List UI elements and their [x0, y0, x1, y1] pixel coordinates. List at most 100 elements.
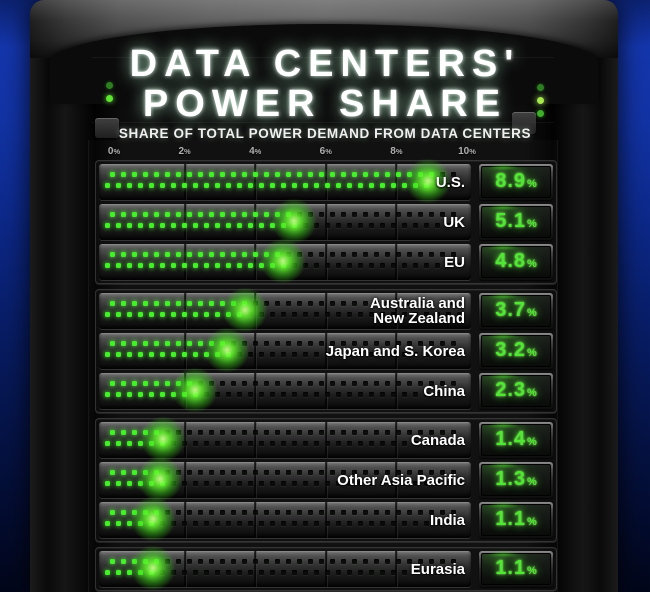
led-dot-off [303, 441, 308, 446]
led-dot-off [259, 352, 264, 357]
led-dot-lit [204, 352, 209, 357]
led-dot-lit [176, 172, 181, 177]
led-dot-lit [121, 510, 126, 515]
led-dot-off [209, 470, 214, 475]
led-dot-off [451, 252, 456, 257]
led-dot-off [341, 470, 346, 475]
led-dot-lit [286, 172, 291, 177]
led-dot-off [171, 441, 176, 446]
led-dot-lit [281, 183, 286, 188]
led-dot-off [446, 263, 451, 268]
bar-row: China 2.3% [99, 367, 553, 413]
led-dot-off [281, 521, 286, 526]
led-dot-off [363, 470, 368, 475]
gridline [254, 551, 258, 587]
bar-label: Japan and S. Korea [325, 342, 465, 360]
led-dot-lit [308, 172, 313, 177]
led-dot-off [314, 521, 319, 526]
led-dot-lit [226, 223, 231, 228]
led-dot-lit [385, 172, 390, 177]
gridline [395, 373, 399, 409]
value-text: 1.1% [495, 507, 537, 530]
led-dot-off [209, 559, 214, 564]
led-dot-off [226, 392, 231, 397]
bar-group: Eurasia 1.1% [95, 545, 557, 591]
led-dot-off [314, 263, 319, 268]
led-dot-off [446, 521, 451, 526]
axis-tick-label: 4% [249, 146, 262, 157]
led-dot-off [429, 381, 434, 386]
led-dot-off [369, 312, 374, 317]
led-dot-lit [380, 183, 385, 188]
led-dot-off [209, 510, 214, 515]
led-dot-off [418, 212, 423, 217]
page-title-line1: DATA CENTERS' [129, 43, 521, 85]
led-dot-off [451, 430, 456, 435]
bar-glow-head [136, 456, 183, 502]
led-dot-off [165, 470, 170, 475]
led-dot-lit [314, 183, 319, 188]
led-dot-lit [209, 341, 214, 346]
led-dot-off [259, 481, 264, 486]
led-dot-off [314, 223, 319, 228]
led-dot-lit [275, 172, 280, 177]
led-dot-lit [160, 481, 165, 486]
led-dot-lit [138, 352, 143, 357]
led-dot-off [303, 312, 308, 317]
led-dot-off [286, 252, 291, 257]
led-dot-off [292, 441, 297, 446]
gridline [395, 293, 399, 329]
led-dot-off [319, 470, 324, 475]
led-dot-off [341, 212, 346, 217]
led-dot-off [319, 341, 324, 346]
led-dot-off [248, 481, 253, 486]
value-text: 3.2% [495, 338, 537, 361]
axis-tick-label: 8% [390, 146, 403, 157]
led-dot-off [176, 559, 181, 564]
led-dot-off [385, 559, 390, 564]
value-display: 3.7% [479, 293, 553, 329]
led-dot-off [193, 570, 198, 575]
led-dot-off [336, 441, 341, 446]
gridline [324, 551, 328, 587]
percent-sign: % [527, 257, 537, 270]
led-dot-lit [264, 212, 269, 217]
led-dot-off [396, 510, 401, 515]
led-dot-off [198, 381, 203, 386]
led-dot-off [374, 341, 379, 346]
led-dot-off [275, 430, 280, 435]
led-dot-off [286, 381, 291, 386]
led-dot-lit [132, 470, 137, 475]
led-dot-off [358, 570, 363, 575]
led-dot-lit [116, 263, 121, 268]
led-dot-off [303, 223, 308, 228]
led-dot-off [396, 470, 401, 475]
led-dot-lit [171, 392, 176, 397]
led-dot-off [270, 441, 275, 446]
led-dot-off [429, 301, 434, 306]
led-dot-off [402, 223, 407, 228]
led-dot-lit [149, 352, 154, 357]
led-dot-off [385, 430, 390, 435]
led-dot-lit [105, 183, 110, 188]
gridline [324, 422, 328, 458]
led-dot-lit [336, 183, 341, 188]
led-dot-lit [182, 223, 187, 228]
led-dot-lit [105, 481, 110, 486]
percent-sign: % [527, 177, 537, 190]
axis-tick-label: 2% [178, 146, 191, 157]
header: DATA CENTERS' POWER SHARE SHARE OF TOTAL… [0, 0, 650, 146]
led-dot-off [325, 223, 330, 228]
led-dot-lit [143, 341, 148, 346]
gridline [395, 502, 399, 538]
led-dot-off [429, 252, 434, 257]
led-dot-lit [281, 223, 286, 228]
led-dot-off [209, 430, 214, 435]
led-dot-lit [176, 341, 181, 346]
led-dot-off [237, 570, 242, 575]
led-dot-lit [237, 183, 242, 188]
led-dot-lit [209, 212, 214, 217]
led-dot-off [204, 441, 209, 446]
rack-inner-panel [88, 140, 558, 592]
